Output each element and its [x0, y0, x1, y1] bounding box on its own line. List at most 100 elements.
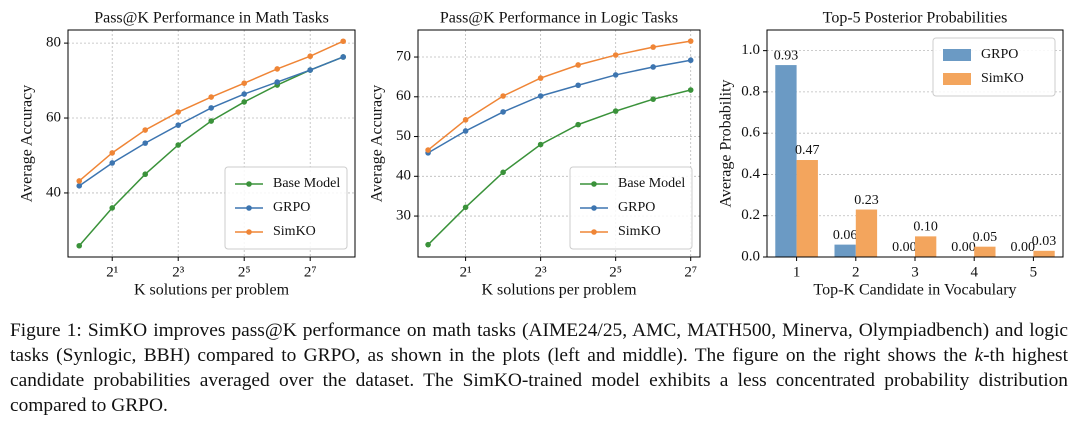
marker	[241, 80, 248, 86]
caption-text: -th highest candidate probabilities aver…	[10, 345, 1068, 416]
marker	[142, 171, 149, 178]
marker	[76, 242, 83, 249]
value-label: 0.06	[833, 228, 858, 243]
y-tick-label: 0.2	[741, 207, 760, 223]
chart-title: Pass@K Performance in Logic Tasks	[440, 10, 678, 27]
value-label: 0.05	[973, 230, 998, 245]
x-tick-label: 2	[852, 264, 860, 280]
value-label: 0.47	[795, 143, 820, 158]
bar	[1033, 250, 1055, 257]
y-tick-label: 60	[396, 88, 411, 104]
y-tick-label: 0.6	[741, 125, 760, 141]
y-tick-label: 50	[396, 128, 411, 144]
marker	[612, 108, 619, 114]
line	[427, 89, 691, 246]
marker	[575, 121, 581, 128]
y-tick-label: 0.0	[741, 248, 760, 264]
marker	[142, 127, 149, 133]
marker	[612, 52, 619, 58]
y-tick-label: 40	[396, 168, 411, 184]
x-axis-label: K solutions per problem	[134, 282, 290, 299]
marker	[537, 75, 544, 81]
x-tick-label: 3	[911, 264, 919, 280]
marker	[208, 105, 215, 111]
value-label: 0.93	[774, 48, 799, 63]
x-tick-label: 2³	[535, 264, 548, 280]
legend-box	[224, 166, 348, 250]
legend-marker	[591, 205, 597, 211]
marker	[650, 44, 656, 50]
y-tick-label: 70	[396, 48, 411, 64]
y-tick-label: 0.8	[741, 83, 760, 99]
marker	[274, 79, 281, 85]
marker	[500, 169, 506, 176]
legend-marker	[246, 229, 252, 235]
marker	[175, 142, 182, 148]
marker	[575, 62, 581, 68]
marker	[109, 150, 116, 156]
line	[427, 40, 691, 151]
bar	[915, 236, 937, 257]
marker	[687, 38, 694, 44]
marker	[340, 38, 347, 45]
marker	[500, 109, 506, 115]
marker	[307, 53, 314, 60]
legend-label: GRPO	[618, 200, 655, 215]
marker	[650, 96, 656, 102]
marker	[142, 140, 149, 146]
legend-label: Base Model	[273, 176, 340, 191]
value-label: 0.03	[1032, 234, 1057, 249]
caption-text: Figure 1: SimKO improves pass@K performa…	[10, 320, 1068, 366]
marker	[307, 67, 314, 73]
y-tick-label: 30	[396, 207, 411, 223]
legend-label: GRPO	[981, 47, 1018, 62]
x-tick-label: 2⁵	[609, 264, 622, 280]
bar	[974, 246, 996, 257]
x-tick-label: 5	[1030, 264, 1038, 280]
caption-italic: k	[974, 345, 984, 366]
marker	[462, 117, 469, 123]
marker	[687, 57, 694, 64]
x-tick-label: 2⁵	[238, 264, 251, 280]
marker	[175, 109, 182, 115]
x-tick-label: 2¹	[460, 264, 472, 280]
value-label: 0.10	[913, 220, 938, 235]
y-tick-label: 80	[46, 35, 61, 51]
y-axis-label: Average Accuracy	[369, 85, 386, 202]
axes-frame	[417, 29, 701, 258]
marker	[241, 99, 248, 105]
legend-label: SimKO	[273, 224, 316, 239]
legend-swatch	[943, 49, 971, 61]
legend-label: GRPO	[273, 200, 310, 215]
marker	[76, 183, 83, 189]
legend-marker	[246, 181, 252, 187]
legend-box	[569, 166, 693, 250]
marker	[241, 91, 248, 97]
y-tick-label: 60	[46, 109, 61, 125]
value-label: 0.00	[1010, 240, 1035, 255]
bar	[796, 160, 818, 257]
axes-frame	[766, 29, 1064, 258]
y-tick-label: 0.4	[741, 166, 760, 182]
y-axis-label: Average Accuracy	[19, 85, 36, 202]
marker	[612, 72, 619, 78]
marker	[462, 204, 469, 211]
value-label: 0.00	[951, 240, 976, 255]
marker	[425, 241, 431, 248]
marker	[425, 147, 431, 153]
marker	[650, 64, 656, 70]
x-axis-label: Top-K Candidate in Vocabulary	[813, 282, 1016, 299]
x-tick-label: 2⁷	[684, 264, 697, 280]
x-tick-label: 1	[793, 264, 801, 280]
legend-label: Base Model	[618, 176, 685, 191]
y-tick-label: 40	[46, 184, 61, 200]
marker	[76, 178, 83, 184]
marker	[537, 93, 544, 99]
y-axis-label: Average Probability	[718, 79, 735, 207]
value-label: 0.23	[854, 193, 879, 208]
value-label: 0.00	[892, 240, 917, 255]
caption: Figure 1: SimKO improves pass@K performa…	[10, 318, 1068, 418]
legend-marker	[246, 205, 252, 211]
marker	[462, 128, 469, 134]
